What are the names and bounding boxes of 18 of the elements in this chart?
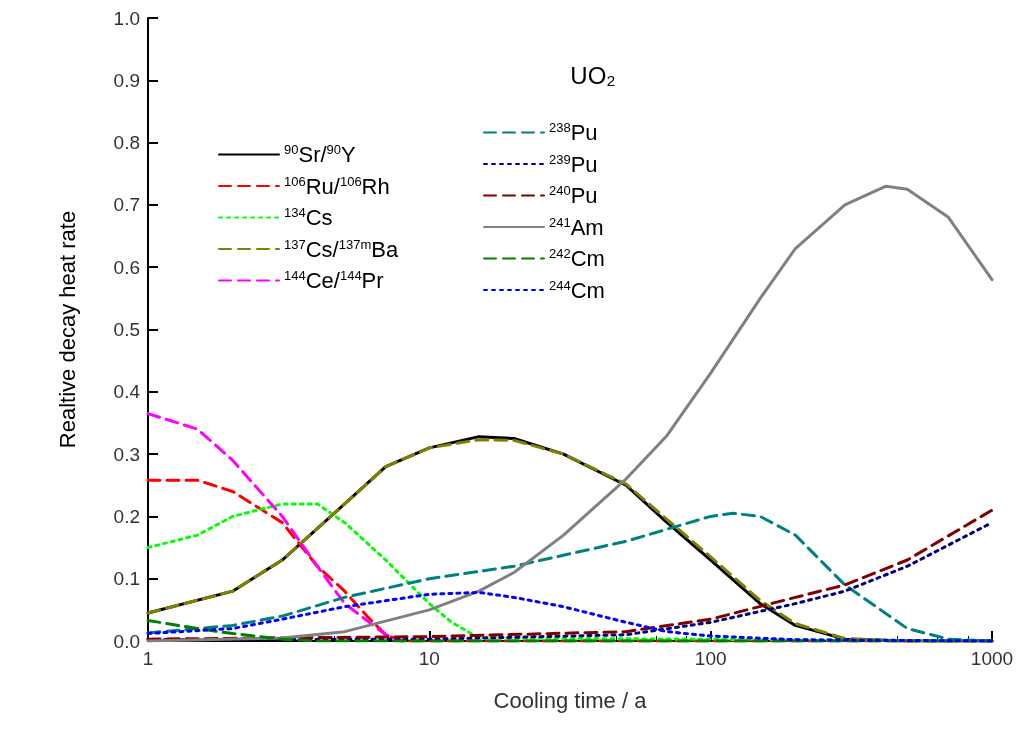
text: UO₂ (570, 61, 616, 89)
y-tick-label: 0.6 (113, 256, 140, 278)
x-tick-label: 1000 (970, 648, 1014, 669)
y-tick-label: 0.9 (113, 69, 140, 91)
y-tick-label: 0.1 (113, 568, 140, 590)
y-tick-label: 0.0 (113, 630, 140, 652)
x-tick-label: 100 (694, 648, 727, 669)
y-tick-label: 1.0 (113, 7, 140, 29)
y-tick-label: 0.7 (113, 194, 140, 216)
y-axis-title: Realtive decay heat rate (54, 210, 80, 449)
x-tick-label: 10 (418, 648, 440, 669)
x-axis-title: Cooling time / a (493, 687, 648, 713)
x-tick-label: 1 (142, 648, 154, 669)
y-tick-label: 0.3 (113, 443, 140, 465)
y-tick-label: 0.5 (113, 319, 140, 340)
y-tick-label: 0.8 (113, 132, 140, 154)
y-tick-label: 0.2 (113, 505, 140, 527)
y-tick-label: 0.4 (113, 381, 141, 403)
